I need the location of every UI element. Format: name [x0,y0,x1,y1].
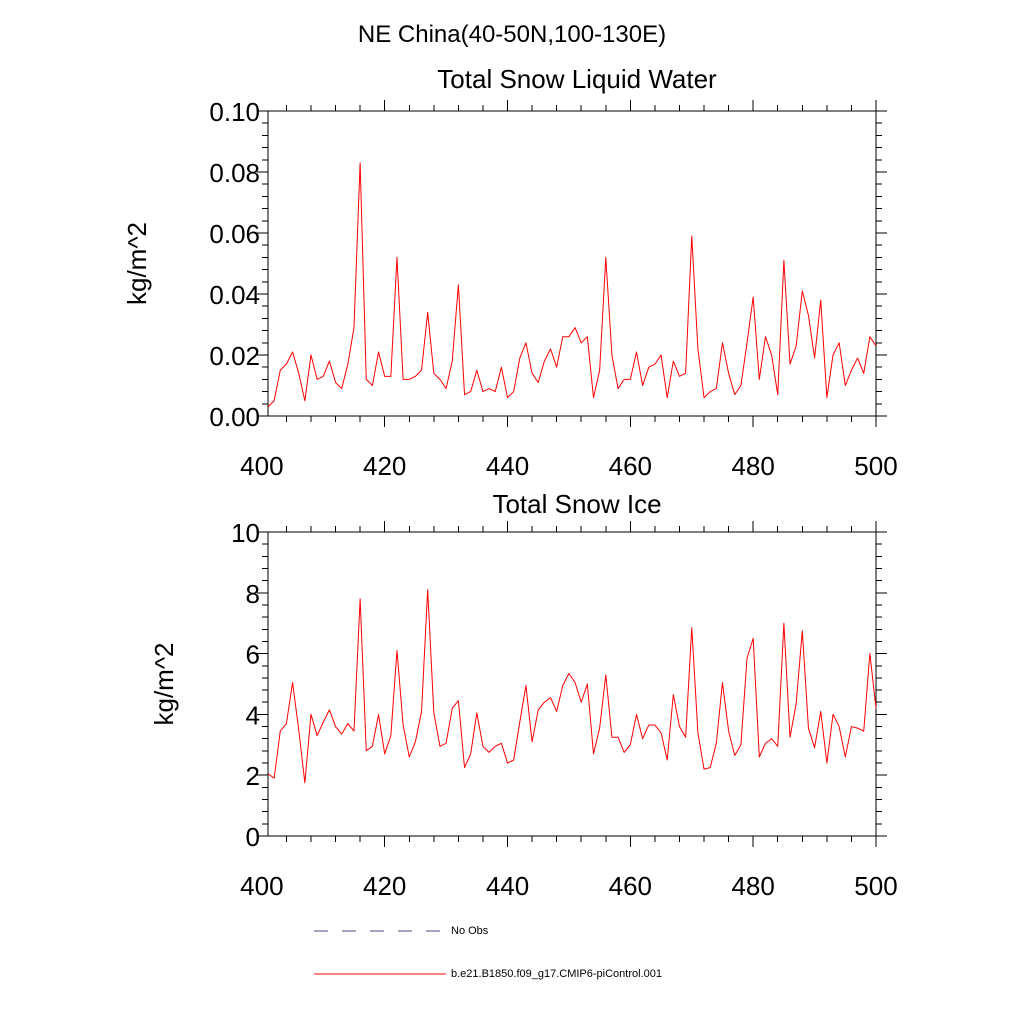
panel-snow-ice-ytick-label: 6 [246,640,260,670]
panel-liquid-water-ytick-label: 0.08 [209,158,260,188]
panel-liquid-water-frame [267,110,877,417]
panel-snow-ice-ytick-label: 0 [246,822,260,852]
panel-snow-ice-xtick-label: 400 [240,871,283,901]
panel-snow-ice: Total Snow Ice kg/m^2 0 2 4 6 8 10 400 420 440 460 4… [149,489,898,901]
panel-liquid-water-ytick-label: 0.10 [209,97,260,127]
panel-snow-ice-ylabel: kg/m^2 [149,642,179,725]
panel-snow-ice-ytick-label: 10 [231,518,260,548]
panel-liquid-water-title: Total Snow Liquid Water [437,64,717,94]
panel-liquid-water-xtick-label: 480 [731,451,774,481]
panel-snow-ice-xtick-label: 500 [854,871,897,901]
panel-liquid-water-ytick-label: 0.06 [209,219,260,249]
panel-liquid-water-xtick-label: 440 [486,451,529,481]
panel-liquid-water-ytick-label: 0.00 [209,402,260,432]
panel-liquid-water-ytick-label: 0.02 [209,341,260,371]
legend: No Obs b.e21.B1850.f09_g17.CMIP6-piContr… [314,925,662,980]
panel-snow-liquid-water: Total Snow Liquid Water kg/m^2 0.00 0.02 0.0… [122,64,898,481]
panel-liquid-water-ytick-label: 0.04 [209,280,260,310]
panel-snow-ice-ytick-label: 8 [246,579,260,609]
panel-snow-ice-series-line [267,589,877,784]
main-title: NE China(40-50N,100-130E) [358,21,666,48]
panel-snow-ice-xtick-label: 440 [486,871,529,901]
panel-liquid-water-xtick-label: 500 [854,451,897,481]
panel-liquid-water-ylabel: kg/m^2 [122,222,152,305]
panel-snow-ice-ytick-label: 4 [246,700,260,730]
panel-snow-ice-title: Total Snow Ice [492,489,661,519]
legend-label-model: b.e21.B1850.f09_g17.CMIP6-piControl.001 [451,968,662,980]
panel-snow-ice-xtick-label: 480 [731,871,774,901]
panel-snow-ice-xtick-label: 420 [363,871,406,901]
panel-liquid-water-xtick-label: 400 [240,451,283,481]
panel-liquid-water-xtick-label: 460 [609,451,652,481]
panel-snow-ice-xtick-label: 460 [609,871,652,901]
panel-liquid-water-xtick-label: 420 [363,451,406,481]
panel-snow-ice-frame [267,531,877,837]
panel-snow-ice-ytick-label: 2 [246,761,260,791]
legend-label-no-obs: No Obs [451,925,489,937]
panel-liquid-water-series-line [267,162,877,408]
